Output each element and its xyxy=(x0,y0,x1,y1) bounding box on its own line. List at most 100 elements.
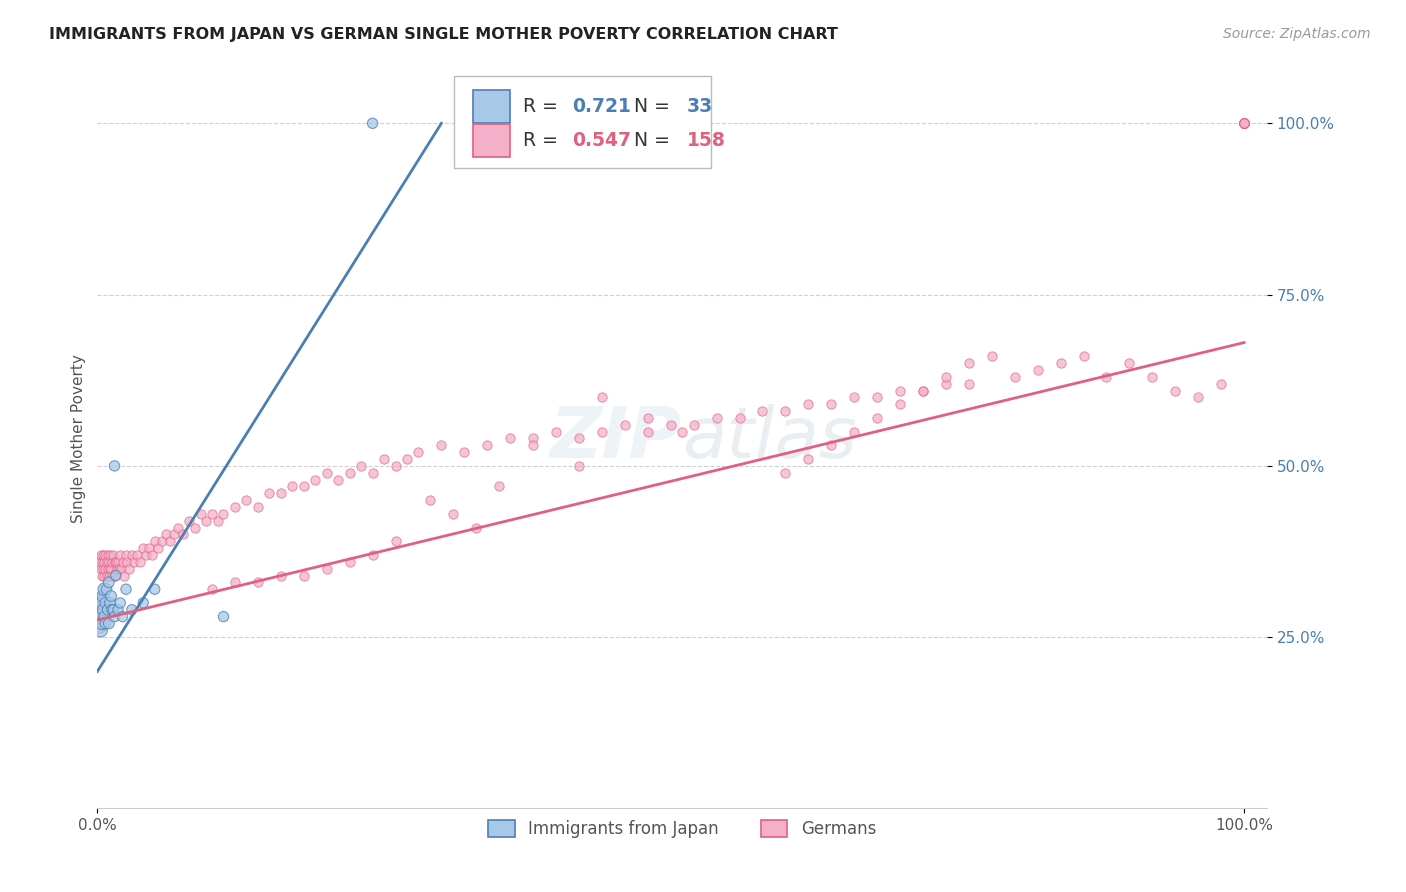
Point xyxy=(419,493,441,508)
Point xyxy=(671,425,693,439)
Point xyxy=(97,575,120,590)
Legend: Immigrants from Japan, Germans: Immigrants from Japan, Germans xyxy=(482,813,883,845)
Point xyxy=(103,609,125,624)
Point xyxy=(100,562,122,576)
Point xyxy=(820,397,842,411)
Point xyxy=(98,596,121,610)
Point xyxy=(110,548,132,562)
Point xyxy=(93,609,115,624)
Point xyxy=(115,582,138,597)
Point xyxy=(568,432,591,446)
Text: 33: 33 xyxy=(688,96,713,116)
Text: ZIP: ZIP xyxy=(550,404,682,473)
Point xyxy=(844,425,866,439)
Point xyxy=(143,582,166,597)
Point xyxy=(163,527,186,541)
Text: IMMIGRANTS FROM JAPAN VS GERMAN SINGLE MOTHER POVERTY CORRELATION CHART: IMMIGRANTS FROM JAPAN VS GERMAN SINGLE M… xyxy=(49,27,838,42)
Point xyxy=(91,555,114,569)
Text: 0.547: 0.547 xyxy=(572,131,631,150)
Point xyxy=(568,458,591,473)
Point xyxy=(751,404,773,418)
Text: 158: 158 xyxy=(688,131,725,150)
Point xyxy=(110,562,132,576)
Point xyxy=(1233,116,1256,130)
Point xyxy=(118,562,141,576)
Point xyxy=(395,452,418,467)
Point xyxy=(98,548,121,562)
Point xyxy=(775,466,797,480)
Point xyxy=(957,376,980,391)
Point xyxy=(775,404,797,418)
Point xyxy=(1233,116,1256,130)
Point xyxy=(98,562,121,576)
Point xyxy=(361,548,384,562)
Point xyxy=(246,500,269,514)
Point xyxy=(155,527,177,541)
Point xyxy=(522,432,544,446)
Point xyxy=(112,568,135,582)
Point xyxy=(820,438,842,452)
Point xyxy=(94,616,117,631)
Point xyxy=(224,500,246,514)
Point xyxy=(184,520,207,534)
Point xyxy=(1233,116,1256,130)
Point xyxy=(96,568,118,582)
Point xyxy=(270,486,292,500)
Point xyxy=(89,555,111,569)
Point xyxy=(91,596,114,610)
Point xyxy=(90,548,112,562)
Point xyxy=(430,438,453,452)
Point xyxy=(201,507,224,521)
Point xyxy=(1233,116,1256,130)
Point xyxy=(115,548,138,562)
Point xyxy=(146,541,169,555)
Point xyxy=(87,616,110,631)
Point xyxy=(304,473,326,487)
Point xyxy=(177,514,200,528)
Point xyxy=(866,390,889,404)
Point xyxy=(212,609,235,624)
Point xyxy=(104,555,127,569)
Point xyxy=(1095,369,1118,384)
Point xyxy=(101,568,124,582)
Point xyxy=(1211,376,1233,391)
Point xyxy=(111,555,134,569)
Point xyxy=(108,562,131,576)
Text: atlas: atlas xyxy=(682,404,856,473)
Point xyxy=(315,562,337,576)
Point xyxy=(1233,116,1256,130)
Point xyxy=(1233,116,1256,130)
Point xyxy=(122,555,145,569)
Point xyxy=(97,548,120,562)
Point xyxy=(637,425,659,439)
Point xyxy=(115,555,138,569)
Point xyxy=(637,411,659,425)
Point xyxy=(1026,363,1049,377)
Point xyxy=(89,596,111,610)
Point xyxy=(105,562,128,576)
Point xyxy=(224,575,246,590)
Point xyxy=(1233,116,1256,130)
Point xyxy=(138,541,160,555)
Point xyxy=(107,555,129,569)
Point xyxy=(141,548,163,562)
Point xyxy=(90,624,112,638)
Point xyxy=(728,411,751,425)
Y-axis label: Single Mother Poverty: Single Mother Poverty xyxy=(72,354,86,523)
Point xyxy=(132,596,155,610)
Point xyxy=(101,555,124,569)
Point xyxy=(94,596,117,610)
Point xyxy=(103,548,125,562)
Point xyxy=(172,527,194,541)
Point xyxy=(97,603,120,617)
Point xyxy=(1233,116,1256,130)
Point xyxy=(143,534,166,549)
Point xyxy=(384,458,406,473)
Point xyxy=(889,384,911,398)
Point xyxy=(246,575,269,590)
Point xyxy=(127,548,149,562)
Point xyxy=(89,603,111,617)
Point xyxy=(339,555,361,569)
Point xyxy=(103,458,125,473)
Point xyxy=(101,603,124,617)
